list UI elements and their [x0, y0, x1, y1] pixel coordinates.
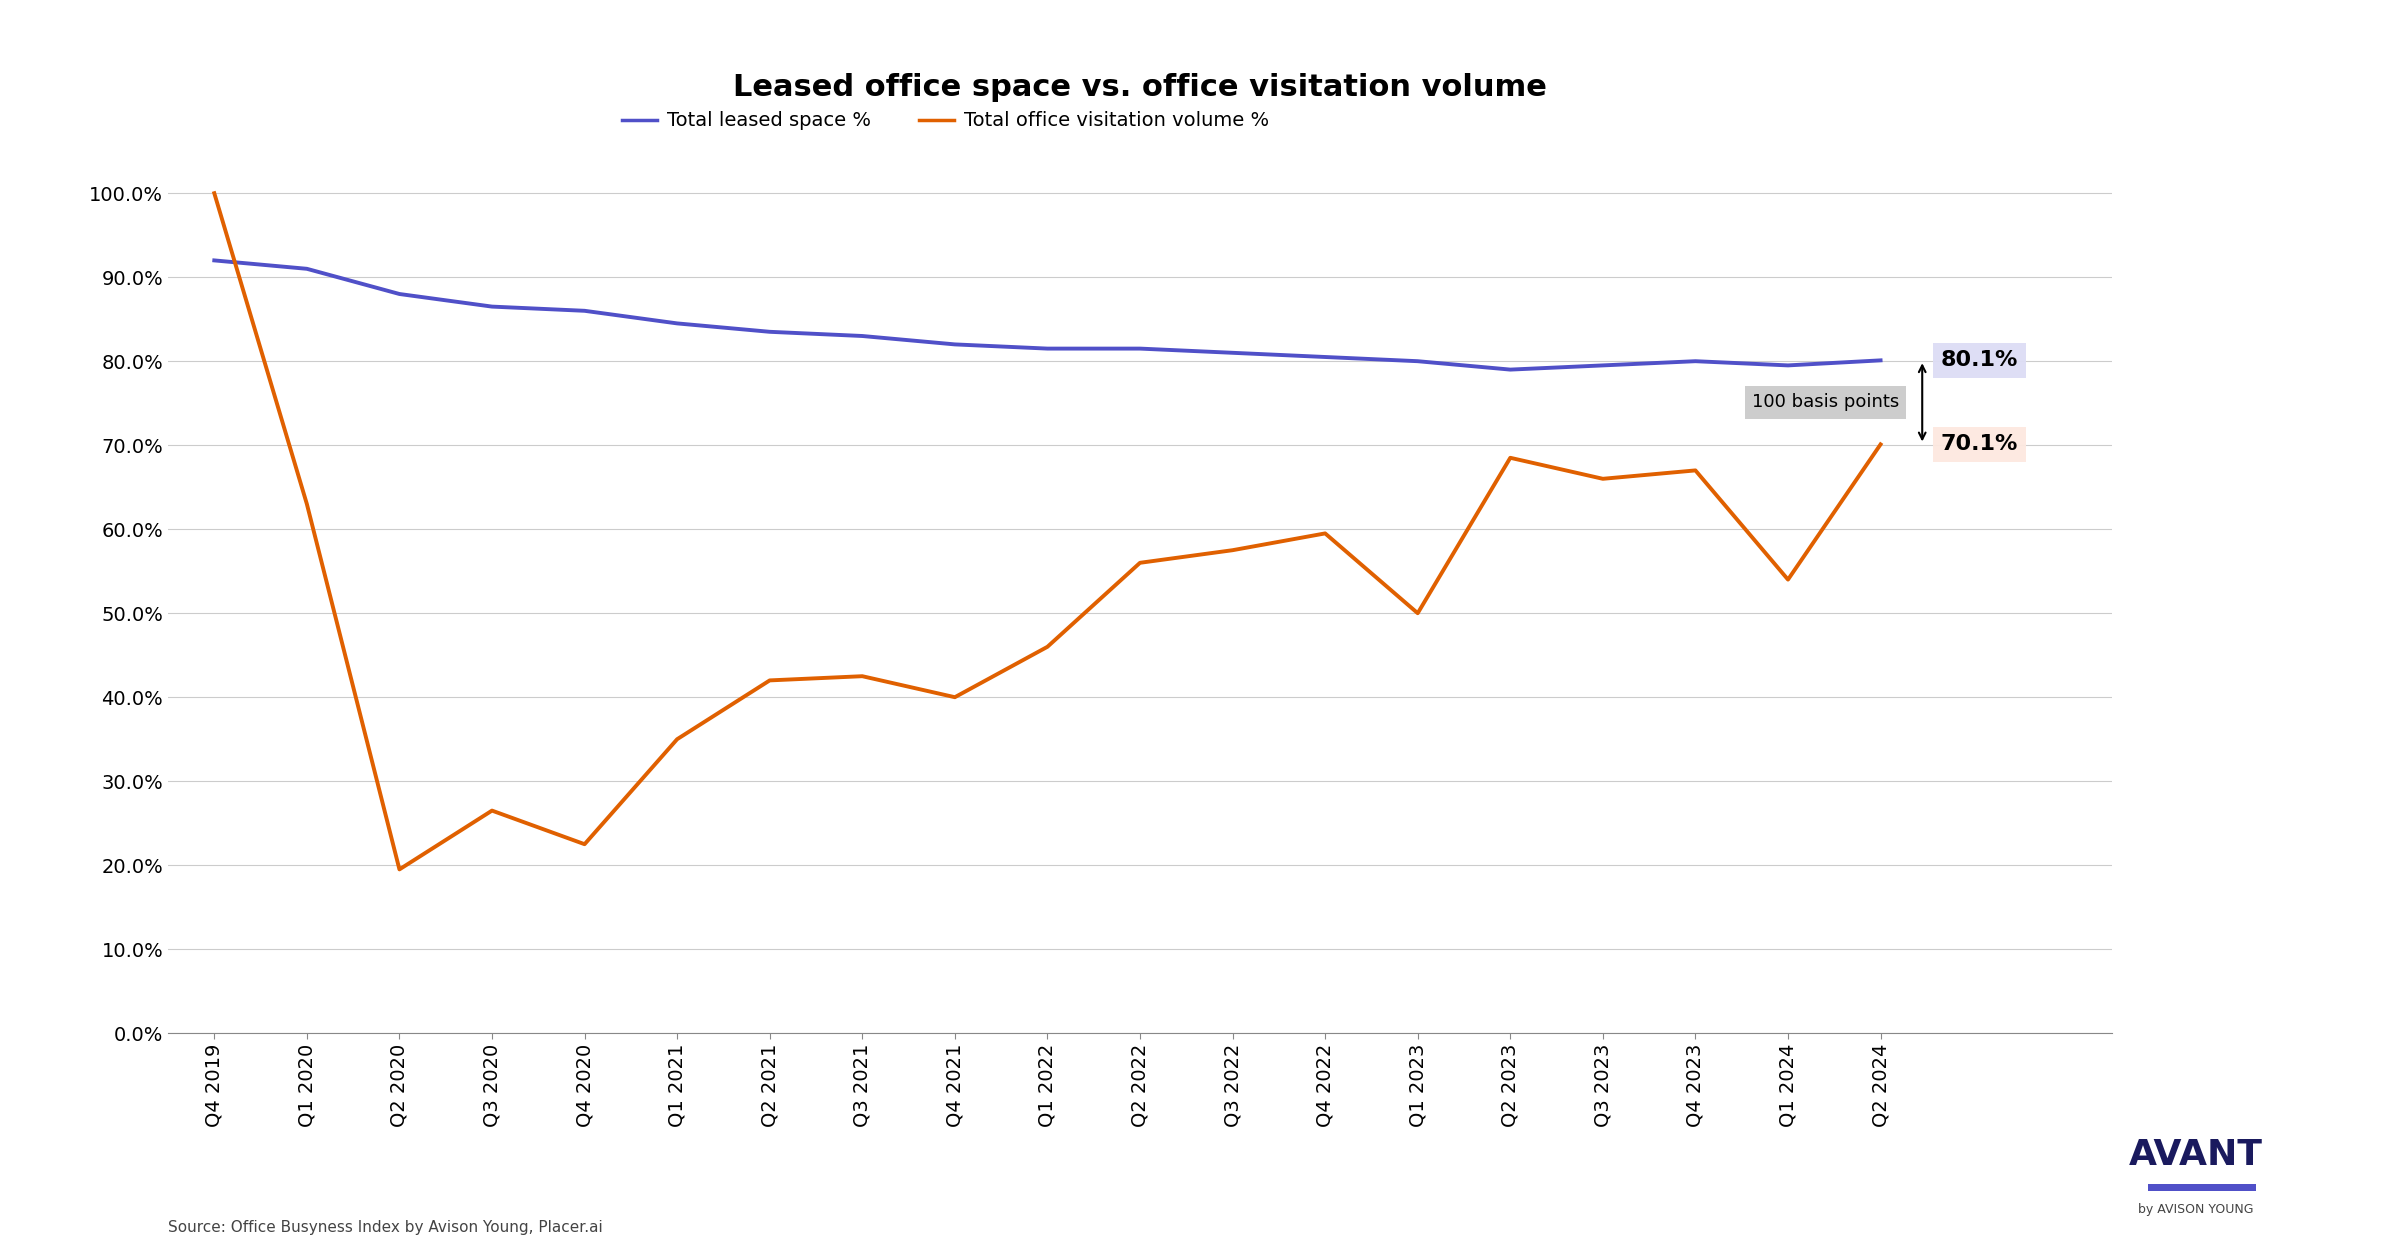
Text: by AVISON YOUNG: by AVISON YOUNG [2138, 1203, 2254, 1216]
Text: Source: Office Busyness Index by Avison Young, Placer.ai: Source: Office Busyness Index by Avison … [168, 1220, 602, 1235]
Text: 80.1%: 80.1% [1942, 350, 2018, 370]
Title: Leased office space vs. office visitation volume: Leased office space vs. office visitatio… [732, 73, 1548, 102]
Text: AVANT: AVANT [2129, 1138, 2263, 1172]
Text: 70.1%: 70.1% [1942, 435, 2018, 455]
Text: 100 basis points: 100 basis points [1752, 393, 1898, 411]
Legend: Total leased space %, Total office visitation volume %: Total leased space %, Total office visit… [614, 103, 1277, 139]
